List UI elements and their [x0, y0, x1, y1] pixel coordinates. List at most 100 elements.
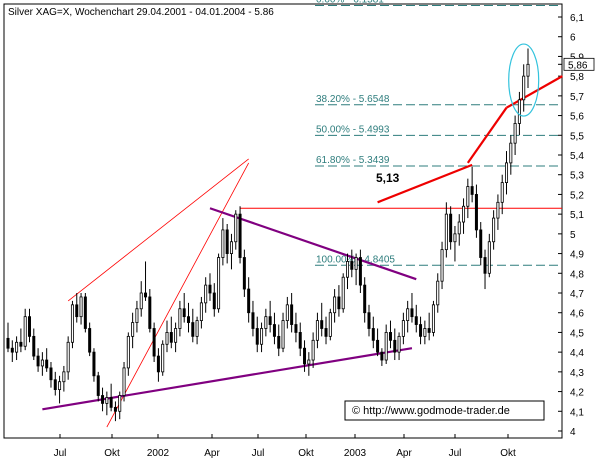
- fibonacci-label: 0.00% - 6.1581: [316, 0, 384, 6]
- candle: [75, 293, 79, 323]
- y-tick-label: 4,2: [570, 388, 584, 399]
- candle: [247, 277, 251, 323]
- candle-body: [324, 328, 328, 337]
- candle: [169, 316, 173, 349]
- candle: [462, 198, 466, 234]
- candle-body: [182, 308, 186, 318]
- candle: [242, 249, 246, 297]
- candle-body: [217, 257, 221, 310]
- candle: [380, 348, 384, 366]
- candle: [251, 300, 255, 337]
- candle-body: [457, 221, 461, 235]
- plot-frame: [3, 3, 563, 439]
- candle: [449, 206, 453, 250]
- candle: [363, 277, 367, 323]
- upper-channel-line: [67, 158, 249, 302]
- candle-body: [397, 335, 401, 353]
- falling-resistance-line: [209, 207, 417, 281]
- candle-body: [449, 213, 453, 243]
- candle-body: [268, 316, 272, 325]
- candle-body: [384, 332, 388, 361]
- candle: [431, 300, 435, 337]
- candle: [337, 285, 341, 317]
- candle-body: [350, 261, 354, 270]
- candle-body: [371, 328, 375, 341]
- candle-body: [474, 194, 478, 231]
- candle-body: [208, 284, 212, 294]
- candle: [174, 322, 178, 353]
- candle: [178, 300, 182, 337]
- y-tick-label: 5,6: [570, 112, 584, 123]
- candle: [333, 289, 337, 323]
- candle-body: [311, 339, 315, 361]
- candle: [199, 296, 203, 329]
- candle: [191, 308, 195, 343]
- candle: [436, 273, 440, 313]
- candle-body: [6, 337, 10, 349]
- candle-body: [358, 257, 362, 286]
- fibonacci-label: 61.80% - 5.3439: [316, 155, 390, 166]
- candle-body: [436, 280, 440, 306]
- y-tick-label: 5,2: [570, 190, 584, 201]
- candle-body: [294, 324, 298, 333]
- candle: [384, 324, 388, 364]
- candle: [6, 322, 10, 353]
- candle: [234, 210, 238, 250]
- candle: [96, 371, 100, 402]
- candle-body: [380, 351, 384, 361]
- highlight-ellipse: [508, 43, 540, 117]
- candle-body: [388, 332, 392, 341]
- candle-body: [431, 304, 435, 333]
- candle: [23, 308, 27, 351]
- chart-title: Silver XAG=X, Wochenchart 29.04.2001 - 0…: [8, 7, 274, 18]
- candle: [212, 283, 216, 317]
- candle-body: [186, 316, 190, 323]
- candle-body: [118, 395, 122, 412]
- candle-body: [165, 332, 169, 345]
- candle: [358, 249, 362, 293]
- y-tick-label: 5,86: [568, 60, 588, 71]
- candle-body: [204, 284, 208, 304]
- candle-body: [122, 367, 126, 396]
- candle-body: [307, 359, 311, 365]
- candle-body: [70, 304, 74, 343]
- candle: [19, 328, 23, 353]
- candle-body: [272, 324, 276, 337]
- candle-body: [101, 395, 105, 404]
- candle: [66, 336, 70, 380]
- candle-body: [410, 308, 414, 318]
- x-tick-label: Apr: [204, 448, 220, 459]
- level-label: 5,13: [376, 171, 400, 185]
- candle: [303, 340, 307, 372]
- x-axis: Jul Okt 2002 Apr Jul Okt 2003 Apr Jul Okt: [54, 434, 516, 459]
- candle-body: [341, 276, 345, 310]
- candle: [346, 253, 350, 290]
- candle-body: [444, 213, 448, 251]
- candle-body: [337, 296, 341, 310]
- candle: [423, 320, 427, 345]
- x-tick-label: Jul: [449, 448, 462, 459]
- candle: [105, 391, 109, 416]
- candle: [268, 300, 272, 333]
- candle: [10, 340, 14, 362]
- candle: [307, 352, 311, 376]
- candle: [496, 194, 500, 230]
- candle-body: [315, 320, 319, 341]
- candle: [88, 322, 92, 357]
- candle-body: [113, 406, 117, 412]
- candle-body: [264, 316, 268, 329]
- candle: [70, 300, 74, 349]
- candle-body: [161, 343, 165, 373]
- candle-body: [144, 292, 148, 298]
- candle-body: [255, 328, 259, 345]
- candle-body: [277, 335, 281, 349]
- candle-body: [225, 229, 229, 254]
- candle: [457, 214, 461, 246]
- candle-body: [466, 186, 470, 207]
- x-tick-label: Jul: [54, 448, 67, 459]
- candle: [474, 184, 478, 238]
- candle: [397, 332, 401, 361]
- candle-body: [500, 182, 504, 203]
- candle: [217, 253, 221, 313]
- y-tick-label: 5: [570, 230, 576, 241]
